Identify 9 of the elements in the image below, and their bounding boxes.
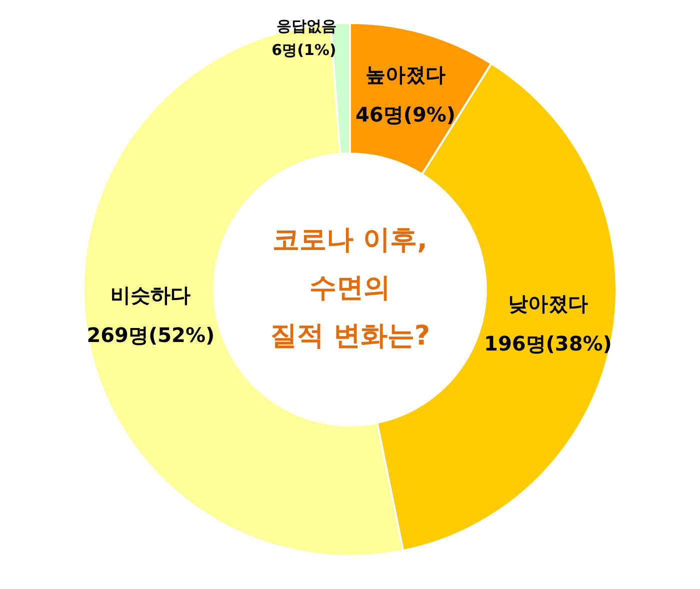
data-label: 46명(9%)	[355, 102, 456, 126]
data-label: 6명(1%)	[272, 41, 336, 60]
slice-label: 응답없음	[276, 17, 336, 36]
data-label: 196명(38%)	[484, 332, 612, 356]
data-label: 269명(52%)	[86, 323, 215, 348]
slice-label: 높아졌다	[366, 62, 446, 86]
slice-label: 낮아졌다	[508, 292, 588, 316]
slice-label: 비슷하다	[110, 283, 191, 308]
text: 코로나 이후, 수면의 질적 변화는?	[270, 224, 430, 352]
